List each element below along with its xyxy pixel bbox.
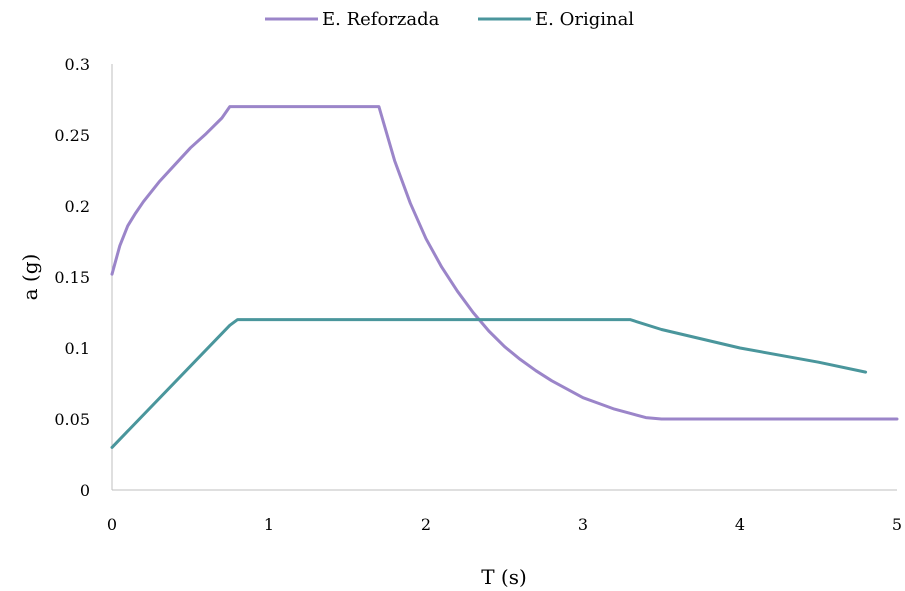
y-tick-labels: 0 0.05 0.1 0.15 0.2 0.25 0.3	[54, 55, 90, 500]
y-axis-label: a (g)	[18, 254, 42, 301]
y-tick-label: 0.05	[54, 410, 90, 429]
x-tick-label: 4	[735, 515, 745, 534]
legend-label-series-0: E. Reforzada	[322, 9, 440, 30]
legend: E. Reforzada E. Original	[265, 9, 634, 30]
series-line-1	[110, 318, 868, 449]
series-layer	[110, 105, 899, 449]
y-tick-label: 0.2	[65, 197, 90, 216]
y-tick-label: 0	[80, 481, 90, 500]
x-tick-label: 5	[892, 515, 902, 534]
x-axis-label: T (s)	[481, 565, 527, 589]
y-tick-label: 0.1	[65, 339, 90, 358]
y-tick-label: 0.15	[54, 268, 90, 287]
x-tick-label: 3	[578, 515, 588, 534]
y-tick-label: 0.25	[54, 126, 90, 145]
legend-label-series-1: E. Original	[535, 9, 634, 30]
y-tick-label: 0.3	[65, 55, 90, 74]
x-tick-label: 0	[107, 515, 117, 534]
x-tick-labels: 0 1 2 3 4 5	[107, 515, 902, 534]
x-tick-label: 1	[264, 515, 274, 534]
series-line-0	[110, 105, 899, 421]
x-tick-label: 2	[421, 515, 431, 534]
